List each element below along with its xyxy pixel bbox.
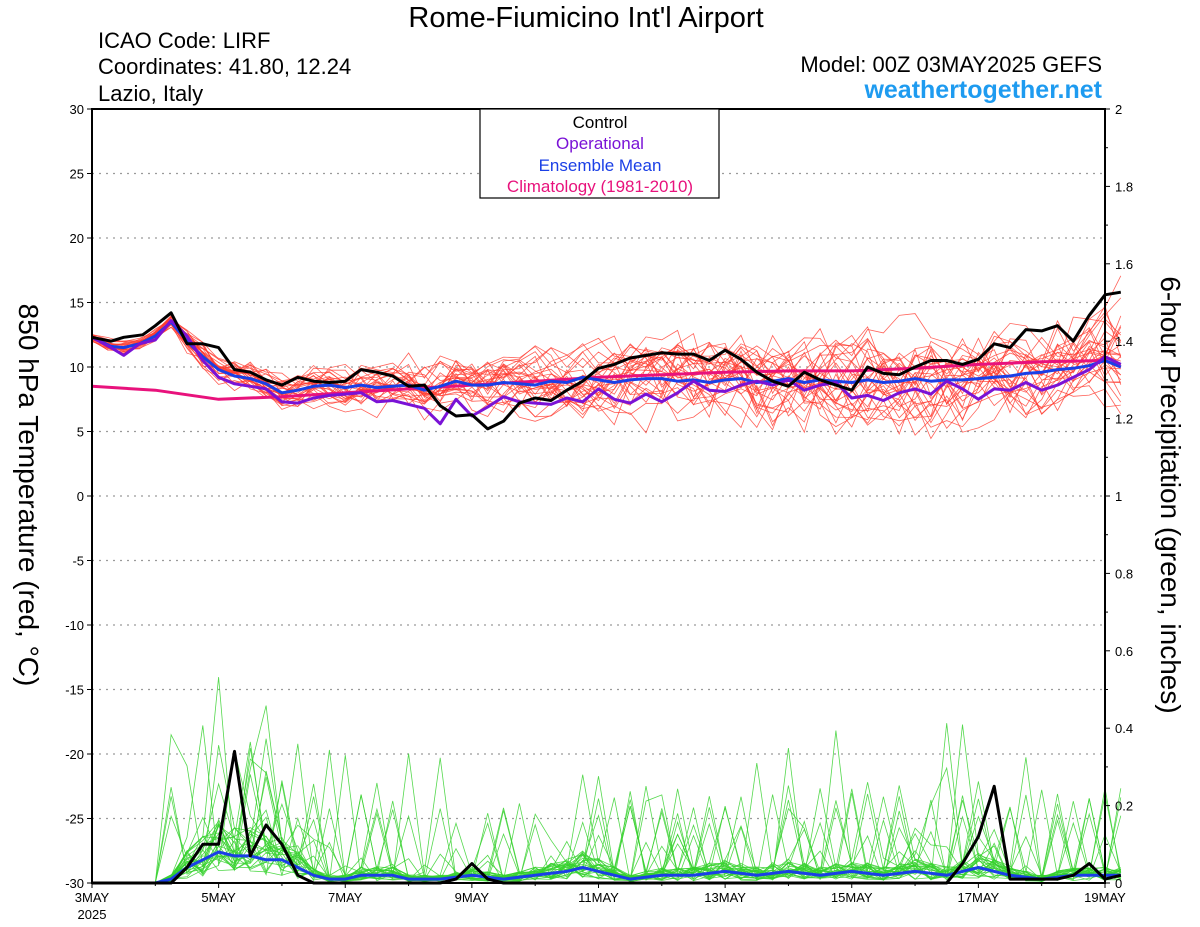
precipitation-ensemble-members — [92, 677, 1122, 884]
legend-climatology: Climatology (1981-2010) — [507, 177, 693, 196]
y-tick-label: -5 — [72, 554, 84, 569]
temperature-control-line — [91, 290, 1122, 431]
y-axis-label-precipitation: 6-hour Precipitation (green, inches) — [1155, 276, 1186, 714]
legend: Control Operational Ensemble Mean Climat… — [479, 108, 720, 199]
x-tick-label: 15MAY — [831, 890, 873, 905]
y-tick-label: -10 — [65, 618, 84, 633]
axis-ticks: 302520151050-5-10-15-20-25-3021.81.61.41… — [65, 102, 1133, 922]
legend-control: Control — [573, 113, 628, 132]
y-tick-label: 5 — [77, 425, 84, 440]
temperature-operational-line — [91, 319, 1122, 426]
x-tick-label: 19MAY — [1084, 890, 1126, 905]
y-tick-label: 10 — [70, 360, 84, 375]
x-tick-label: 17MAY — [958, 890, 1000, 905]
y-tick-label: 25 — [70, 167, 84, 182]
x-tick-sublabel: 2025 — [78, 907, 107, 922]
temperature-ensemble-mean-line — [91, 320, 1122, 395]
y2-tick-label: 0.2 — [1115, 799, 1133, 814]
y2-tick-label: 1.6 — [1115, 257, 1133, 272]
precipitation-member-line — [92, 770, 1121, 884]
y-tick-label: -15 — [65, 683, 84, 698]
y-tick-label: 30 — [70, 102, 84, 117]
temperature-member-line — [91, 322, 1122, 426]
site-link[interactable]: weathertogether.net — [864, 76, 1102, 104]
y2-tick-label: 0.8 — [1115, 566, 1133, 581]
temperature-climatology-1981-2010-line — [91, 359, 1122, 401]
y-tick-label: -20 — [65, 747, 84, 762]
model-run: Model: 00Z 03MAY2025 GEFS — [800, 52, 1102, 77]
y2-tick-label: 0.4 — [1115, 721, 1133, 736]
temperature-member-line — [91, 324, 1122, 429]
y-tick-label: 15 — [70, 296, 84, 311]
precipitation-control-line — [92, 749, 1122, 885]
precipitation-member-line — [92, 758, 1122, 884]
x-tick-label: 5MAY — [201, 890, 236, 905]
chart-title: Rome-Fiumicino Int'l Airport — [408, 2, 764, 34]
x-tick-label: 9MAY — [455, 890, 490, 905]
y2-tick-label: 1.2 — [1115, 412, 1133, 427]
legend-box — [479, 108, 720, 199]
precipitation-member-line — [92, 705, 1122, 884]
y-axis-label-temperature: 850 hPa Temperature (red, °C) — [13, 303, 44, 687]
y2-tick-label: 0.6 — [1115, 644, 1133, 659]
region: Lazio, Italy — [98, 81, 204, 106]
y2-tick-label: 1.8 — [1115, 179, 1133, 194]
legend-operational: Operational — [556, 134, 644, 153]
y2-tick-label: 1.4 — [1115, 334, 1133, 349]
precipitation-member-line — [92, 724, 1121, 884]
icao-code: ICAO Code: LIRF — [98, 28, 271, 53]
x-tick-label: 3MAY — [75, 890, 110, 905]
legend-ensemble-mean: Ensemble Mean — [539, 156, 662, 175]
y2-tick-label: 2 — [1115, 102, 1122, 117]
y-tick-label: -30 — [65, 876, 84, 891]
highlight-series — [91, 290, 1122, 885]
coordinates: Coordinates: 41.80, 12.24 — [98, 54, 352, 79]
y2-tick-label: 0 — [1115, 876, 1122, 891]
grid-lines — [92, 172, 1105, 820]
precipitation-member-line — [92, 723, 1121, 884]
y-tick-label: 0 — [77, 489, 84, 504]
y-tick-label: 20 — [70, 231, 84, 246]
precipitation-ensemble-mean-line — [92, 850, 1121, 885]
x-tick-label: 13MAY — [704, 890, 746, 905]
x-tick-label: 11MAY — [578, 890, 619, 905]
temperature-ensemble-members — [91, 275, 1122, 440]
y2-tick-label: 1 — [1115, 489, 1122, 504]
y-tick-label: -25 — [65, 812, 84, 827]
x-tick-label: 7MAY — [328, 890, 363, 905]
